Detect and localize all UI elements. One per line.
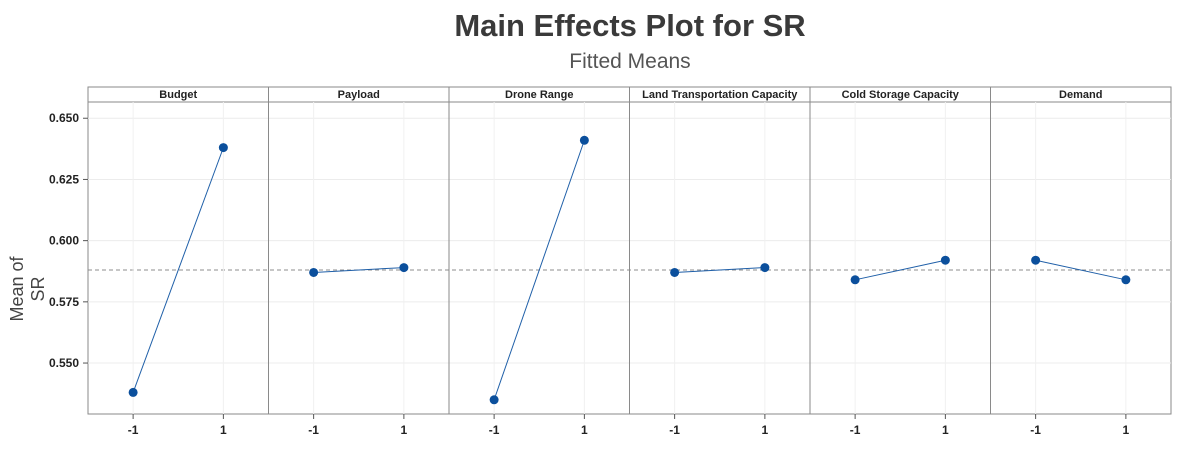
mean-point <box>940 255 950 265</box>
chart-title: Main Effects Plot for SR <box>454 8 806 43</box>
mean-point <box>1121 275 1131 285</box>
mean-point <box>309 267 319 277</box>
x-tick-label: -1 <box>308 423 319 437</box>
x-tick-label: 1 <box>581 423 588 437</box>
effect-line <box>493 140 585 400</box>
panel-factor-label: Drone Range <box>505 89 573 101</box>
y-tick-label: 0.625 <box>49 172 79 186</box>
x-tick-label: 1 <box>401 423 408 437</box>
mean-point <box>1031 255 1041 265</box>
panel-factor-label: Cold Storage Capacity <box>842 89 960 101</box>
y-tick-label: 0.650 <box>49 111 79 125</box>
effect-line <box>1035 259 1126 281</box>
x-tick-label: -1 <box>128 423 139 437</box>
y-tick-label: 0.550 <box>49 356 79 370</box>
mean-point <box>399 263 409 273</box>
mean-point <box>760 263 770 273</box>
panel-factor-label: Land Transportation Capacity <box>642 89 798 101</box>
y-tick-label: 0.600 <box>49 234 79 248</box>
chart-subtitle: Fitted Means <box>569 50 691 73</box>
mean-point <box>850 275 860 285</box>
panel-factor-label: Budget <box>159 89 197 101</box>
effect-line <box>132 147 224 393</box>
x-tick-label: 1 <box>762 423 769 437</box>
x-tick-label: 1 <box>220 423 227 437</box>
mean-point <box>218 143 228 153</box>
x-tick-label: 1 <box>942 423 949 437</box>
mean-point <box>128 387 138 397</box>
x-tick-label: -1 <box>669 423 680 437</box>
panel-factor-label: Demand <box>1059 89 1102 101</box>
y-tick-label: 0.575 <box>49 295 79 309</box>
mean-point <box>489 395 499 405</box>
effect-line <box>674 267 765 273</box>
mean-point <box>579 135 589 145</box>
x-tick-label: -1 <box>489 423 500 437</box>
panel-factor-label: Payload <box>338 89 380 101</box>
effect-line <box>313 267 404 273</box>
effect-line <box>855 259 946 281</box>
x-tick-label: -1 <box>1030 423 1041 437</box>
x-tick-label: 1 <box>1123 423 1130 437</box>
mean-point <box>670 267 680 277</box>
x-tick-label: -1 <box>850 423 861 437</box>
